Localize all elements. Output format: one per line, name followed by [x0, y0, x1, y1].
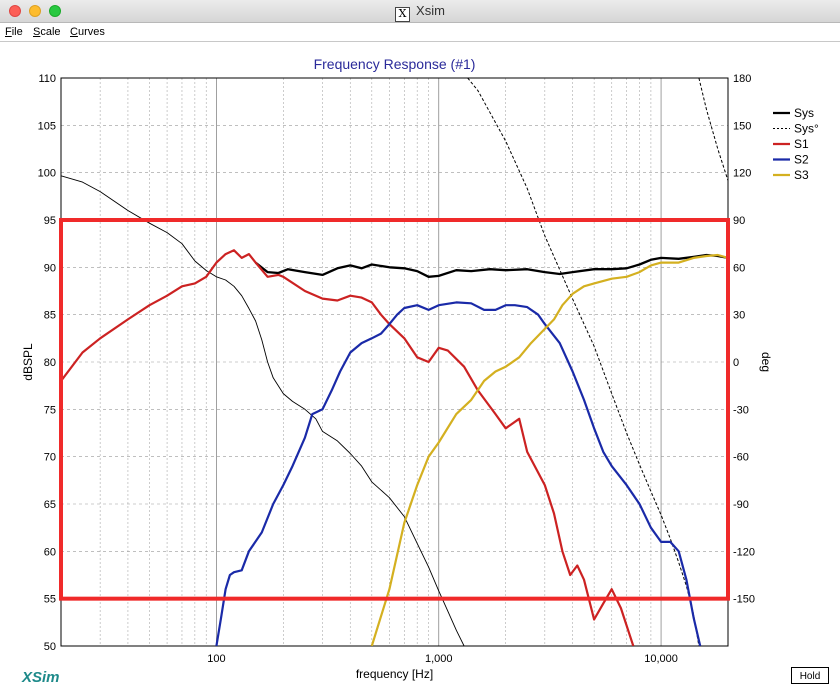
title-bar: X Xsim — [0, 0, 840, 23]
y-tick-label: 90 — [44, 262, 56, 274]
series-line-sys-phase-3 — [61, 175, 465, 646]
window-title-text: Xsim — [416, 3, 445, 18]
minimize-window-button[interactable] — [29, 5, 41, 17]
y-tick-label: 65 — [44, 499, 56, 511]
series-line-sys--1 — [467, 78, 700, 646]
y-tick-label: 110 — [38, 73, 56, 85]
y-right-tick-label: 180 — [733, 73, 751, 85]
y-right-tick-label: -30 — [733, 404, 749, 416]
y-right-tick-label: 150 — [733, 120, 751, 132]
legend-label: S2 — [794, 153, 809, 167]
menu-file[interactable]: File — [5, 26, 23, 38]
series-line-s1-4 — [61, 249, 635, 646]
xsim-logo: XSim — [22, 669, 60, 686]
menu-bar: File Scale Curves — [0, 23, 840, 41]
y-tick-label: 50 — [44, 641, 56, 653]
series-group — [61, 78, 728, 646]
chart-title: Frequency Response (#1) — [314, 56, 476, 72]
y-tick-label: 70 — [44, 452, 56, 464]
y-tick-label: 55 — [44, 594, 56, 606]
y-right-axis-label: deg — [759, 352, 773, 372]
legend-label: Sys° — [794, 122, 819, 136]
y-right-tick-label: -90 — [733, 499, 749, 511]
y-right-tick-label: -120 — [733, 546, 755, 558]
window-title: X Xsim — [0, 3, 840, 22]
y-tick-label: 95 — [44, 215, 56, 227]
y-right-tick-label: -150 — [733, 594, 755, 606]
series-line-s2-5 — [215, 301, 702, 646]
legend-label: S1 — [794, 137, 809, 151]
y-right-tick-label: 30 — [733, 310, 745, 322]
x11-icon: X — [395, 7, 411, 22]
series-line-sys--2 — [698, 78, 728, 181]
y-tick-label: 105 — [38, 120, 56, 132]
y-tick-label: 100 — [38, 168, 56, 180]
menu-divider — [0, 41, 840, 42]
y-right-tick-label: -60 — [733, 452, 749, 464]
y-axis-label: dBSPL — [21, 343, 35, 381]
y-right-tick-label: 120 — [733, 168, 751, 180]
legend-label: Sys — [794, 106, 814, 120]
y-tick-label: 85 — [44, 310, 56, 322]
series-line-s3-6 — [370, 253, 728, 646]
menu-curves[interactable]: Curves — [70, 26, 105, 38]
maximize-window-button[interactable] — [49, 5, 61, 17]
x-axis-label: frequency [Hz] — [356, 667, 433, 681]
y-tick-label: 80 — [44, 357, 56, 369]
close-window-button[interactable] — [9, 5, 21, 17]
x-tick-label: 1,000 — [425, 653, 453, 665]
y-tick-label: 60 — [44, 546, 56, 558]
y-right-tick-label: 90 — [733, 215, 745, 227]
annotation-highlight-box — [59, 218, 730, 601]
series-line-sys-0 — [254, 253, 728, 278]
x-tick-label: 10,000 — [644, 653, 678, 665]
y-tick-label: 75 — [44, 404, 56, 416]
y-right-tick-label: 60 — [733, 262, 745, 274]
y-right-tick-label: 0 — [733, 357, 739, 369]
menu-scale[interactable]: Scale — [33, 26, 61, 38]
x-tick-label: 100 — [207, 653, 225, 665]
hold-button[interactable]: Hold — [791, 667, 829, 684]
legend-label: S3 — [794, 168, 809, 182]
